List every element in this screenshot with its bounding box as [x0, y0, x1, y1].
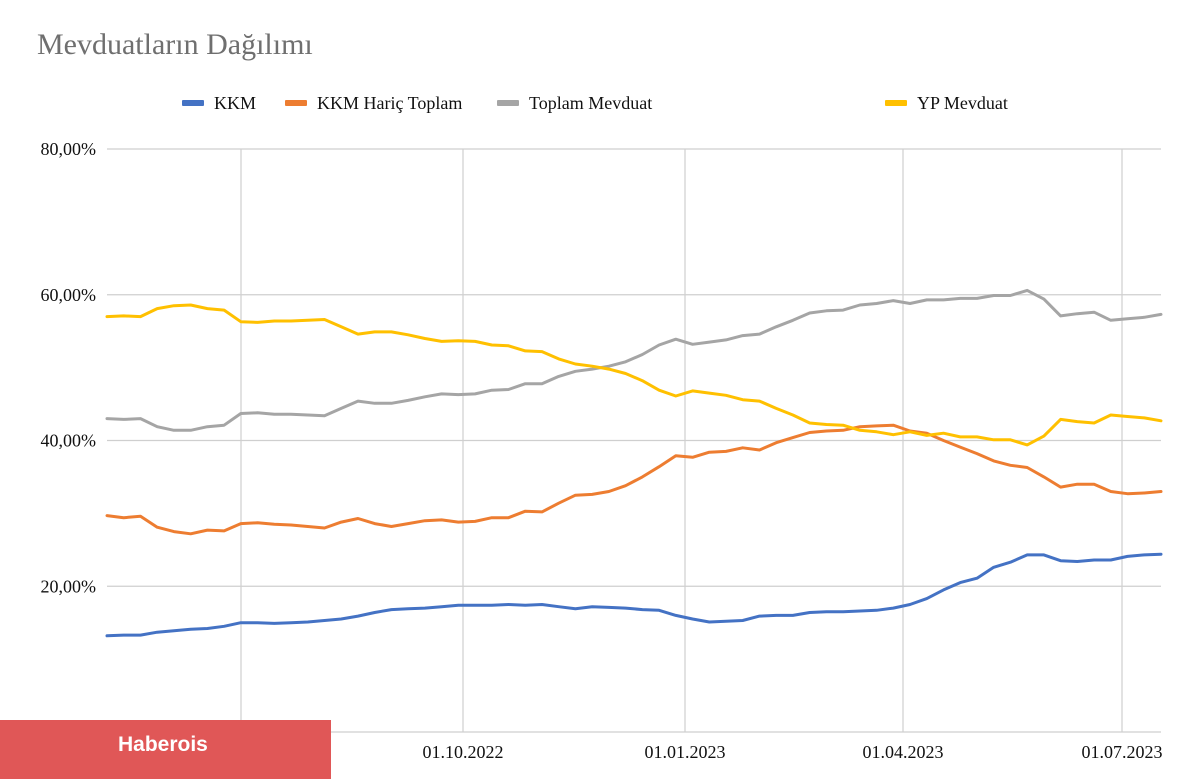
legend-label-toplam-mevduat: Toplam Mevduat — [529, 92, 653, 113]
y-tick-label-4: 80,00% — [41, 139, 97, 159]
legend-swatch-kkm-haric-toplam — [285, 100, 307, 106]
x-tick-label-1: 01.10.2022 — [423, 742, 504, 762]
y-tick-label-3: 60,00% — [41, 285, 97, 305]
x-tick-label-4: 01.07.2023 — [1082, 742, 1163, 762]
legend-item-kkm-haric-toplam: KKM Hariç Toplam — [285, 92, 462, 114]
series-line-yp-mevduat — [105, 303, 1163, 447]
legend-swatch-toplam-mevduat — [497, 100, 519, 106]
y-tick-label-1: 20,00% — [41, 576, 97, 596]
y-tick-label-2: 40,00% — [41, 431, 97, 451]
series-line-toplam-mevduat — [105, 288, 1163, 432]
x-tick-label-2: 01.01.2023 — [645, 742, 726, 762]
legend-label-kkm: KKM — [214, 92, 257, 113]
legend-label-yp-mevduat: YP Mevduat — [917, 92, 1008, 113]
legend-swatch-kkm — [182, 100, 204, 106]
legend-item-toplam-mevduat: Toplam Mevduat — [497, 92, 652, 114]
legend-label-kkm-haric-toplam: KKM Hariç Toplam — [317, 92, 463, 113]
legend-item-yp-mevduat: YP Mevduat — [885, 92, 1008, 114]
series-line-kkm-hari-toplam — [105, 423, 1163, 536]
chart-title: Mevduatların Dağılımı — [37, 28, 313, 61]
legend-swatch-yp-mevduat — [885, 100, 907, 106]
watermark-banner: Haberois — [0, 720, 331, 779]
x-tick-label-3: 01.04.2023 — [863, 742, 944, 762]
legend-item-kkm: KKM — [182, 92, 256, 114]
watermark-text: Haberois — [118, 733, 208, 756]
series-line-kkm — [105, 552, 1163, 638]
